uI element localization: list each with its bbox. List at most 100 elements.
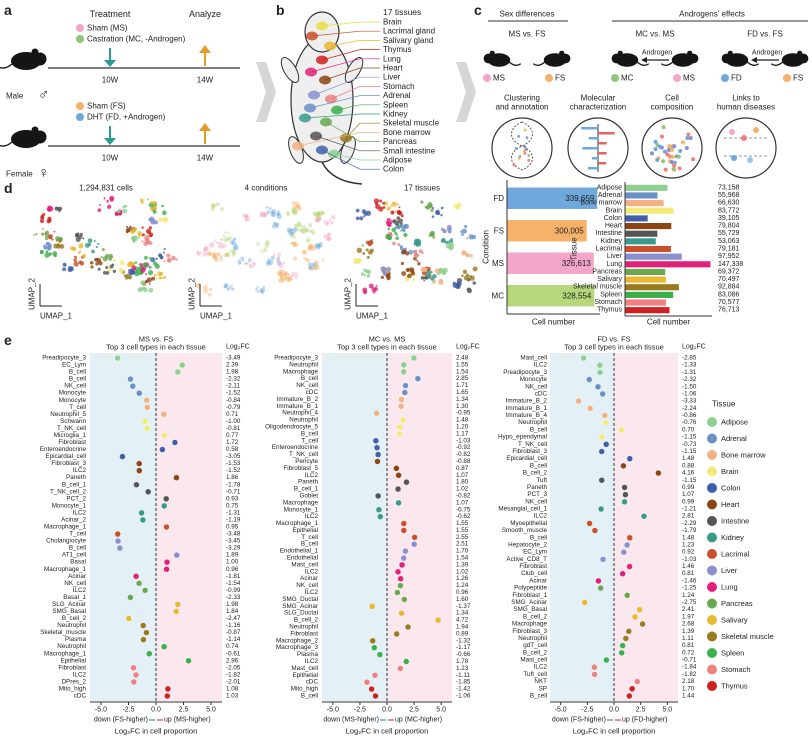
dot [631, 613, 639, 620]
category-label: SMG_Acinar [282, 603, 318, 610]
dot [414, 375, 421, 382]
umap-cell [212, 255, 217, 260]
umap-cell [264, 215, 267, 217]
dot [130, 678, 137, 685]
value-label: 1.48 [682, 455, 695, 462]
legend-text: DHT (FD, +Androgen) [87, 113, 166, 122]
legend-text: Sham (FS) [87, 102, 126, 111]
umap-cell [253, 261, 256, 265]
value-label: 1.34 [456, 610, 469, 617]
umap-cell [73, 258, 77, 262]
dot [621, 484, 628, 491]
y-axis-label: Tissue [570, 237, 579, 261]
umap-cell [133, 267, 137, 270]
composition-dot [670, 154, 675, 159]
dot [400, 368, 407, 375]
umap-cell [460, 233, 464, 236]
umap-cell [45, 250, 49, 254]
value-label: 147,338 [718, 261, 743, 268]
umap-cell [292, 227, 298, 233]
category-label: B_cell_1 [62, 481, 87, 488]
dot [179, 361, 186, 369]
umap-cell [300, 229, 304, 233]
umap-cell [58, 206, 63, 211]
category-label: ILC2 [73, 587, 87, 594]
umap-axis-label: UMAP_1 [356, 312, 389, 321]
umap-cell [112, 269, 117, 274]
disease-dot [731, 155, 737, 161]
umap-cell [259, 288, 263, 293]
umap-cell [116, 209, 121, 214]
umap-cell [78, 243, 84, 249]
category-label: B_cell_2 [523, 613, 548, 620]
umap-cell [47, 205, 52, 210]
category-label: Acinar [68, 573, 86, 580]
dot [621, 498, 628, 505]
bar [507, 220, 587, 242]
time-label: 14W [197, 76, 214, 85]
x-tick-label: 5.0 [206, 707, 216, 714]
value-label: 0.95 [226, 524, 239, 531]
value-label: -1.21 [682, 506, 697, 513]
cluster-dot [514, 147, 518, 150]
bar [625, 307, 670, 314]
dot [377, 513, 384, 520]
legend-text: Adipose [721, 418, 748, 427]
down-region [90, 353, 156, 701]
treat-arrowhead [104, 60, 116, 67]
value-label: 2.96 [226, 657, 239, 664]
mouse-tail [532, 61, 545, 66]
composition-dot [670, 147, 675, 152]
umap-cell [106, 200, 109, 203]
umap-cell [407, 273, 412, 279]
umap-cell [319, 218, 322, 221]
value-label: -1.11 [456, 672, 470, 679]
umap-cell [279, 269, 284, 274]
umap-cell [279, 277, 282, 280]
category-label: Neutrophil [289, 361, 318, 368]
umap-cell [142, 287, 148, 293]
sex-label: Male [6, 92, 24, 101]
category-label: T_cell [69, 531, 86, 538]
umap-cell [291, 201, 295, 205]
umap-cell [297, 206, 303, 211]
category-label: Macrophage_1 [44, 524, 87, 531]
umap-cell [364, 274, 367, 277]
category-label: B_cell [301, 693, 318, 700]
umap-cell [323, 234, 329, 240]
dot [136, 390, 143, 397]
umap-cell [102, 256, 108, 262]
category-label: Enteroendocrine [40, 446, 87, 453]
category-label: Neutrophil_5 [50, 411, 86, 418]
mouse-tail [770, 61, 783, 66]
umap-cell [203, 289, 208, 294]
dot [402, 548, 409, 555]
umap-cell [285, 210, 291, 216]
tissue-name: Stomach [383, 82, 415, 91]
umap-cell [387, 274, 390, 277]
category-label: B_cell_2 [523, 649, 548, 656]
category-label: Mast_cell [291, 665, 318, 672]
legend-text: Brain [721, 467, 739, 476]
umap-cell [290, 208, 296, 214]
umap-cell [152, 200, 157, 206]
umap-cell [145, 239, 150, 244]
legend-text: Spleen [721, 649, 744, 658]
dot [626, 692, 633, 700]
bar [625, 268, 666, 275]
value-label: 39,105 [718, 215, 740, 222]
value-label: 1.24 [682, 592, 695, 599]
cluster-dot [518, 154, 522, 158]
umap-cell [106, 204, 112, 209]
umap-cell [359, 216, 364, 221]
dot [375, 492, 382, 500]
value-label: -1.00 [226, 418, 241, 425]
androgen-label: Androgen [642, 50, 672, 57]
dot [132, 671, 140, 678]
category-label: Heart [605, 223, 622, 230]
value-label: -0.81 [226, 425, 241, 432]
mouse-head [33, 52, 47, 66]
x-tick-label: 0.0 [382, 707, 392, 714]
dot [161, 643, 168, 650]
umap-cell [171, 255, 176, 261]
